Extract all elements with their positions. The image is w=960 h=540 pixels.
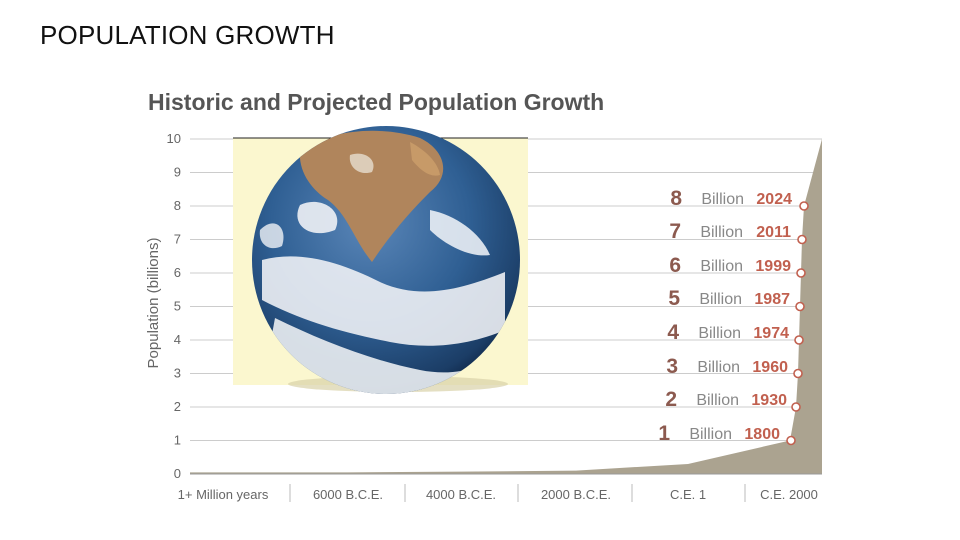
milestone-unit: Billion (698, 325, 741, 342)
milestone-year: 2024 (756, 191, 792, 208)
y-tick-label: 4 (174, 332, 181, 347)
milestone-unit: Billion (699, 291, 742, 308)
x-tick-label: C.E. 1 (670, 487, 706, 502)
milestone-year: 1800 (744, 426, 780, 443)
y-tick-label: 10 (167, 131, 181, 146)
milestone-marker (793, 368, 803, 379)
milestone-unit: Billion (689, 426, 732, 443)
x-tick-label: 6000 B.C.E. (313, 487, 383, 502)
milestone-value: 1 (658, 422, 670, 445)
milestone-value: 4 (667, 321, 679, 344)
y-tick-label: 6 (174, 265, 181, 280)
milestone-year: 1999 (755, 258, 791, 275)
y-tick-label: 0 (174, 466, 181, 481)
milestone-marker (786, 435, 796, 446)
milestone-unit: Billion (697, 359, 740, 376)
milestone-value: 2 (665, 388, 677, 411)
chart-title: Historic and Projected Population Growth (148, 89, 605, 115)
y-tick-label: 8 (174, 198, 181, 213)
y-tick-label: 9 (174, 165, 181, 180)
milestone-value: 3 (666, 355, 678, 378)
milestone-year: 1960 (752, 359, 788, 376)
y-tick-label: 7 (174, 232, 181, 247)
milestone-marker (796, 268, 806, 278)
milestone-unit: Billion (700, 258, 743, 275)
milestone-year: 2011 (756, 224, 791, 241)
milestone-unit: Billion (700, 224, 743, 241)
y-axis-label: Population (billions) (145, 238, 162, 369)
x-tick-label: 4000 B.C.E. (426, 487, 496, 502)
milestone-marker (795, 301, 805, 312)
milestone-unit: Billion (701, 191, 744, 208)
y-tick-label: 1 (174, 433, 181, 448)
y-tick-label: 3 (174, 366, 181, 381)
x-tick-label: 2000 B.C.E. (541, 487, 611, 502)
milestone-marker (799, 201, 809, 211)
x-tick-label: 1+ Million years (178, 487, 269, 502)
milestone-unit: Billion (696, 392, 739, 409)
milestone-year: 1974 (753, 325, 789, 342)
milestone-value: 6 (669, 254, 681, 277)
milestone-value: 5 (668, 287, 680, 310)
milestone-year: 1930 (751, 392, 787, 409)
y-tick-label: 5 (174, 299, 181, 314)
earth-globe-icon (233, 126, 528, 394)
x-tick-label: C.E. 2000 (760, 487, 818, 502)
milestone-marker (791, 402, 801, 412)
milestone-value: 8 (670, 187, 682, 210)
milestone-marker (794, 335, 804, 345)
y-tick-label: 2 (174, 399, 181, 414)
milestone-marker (797, 234, 807, 245)
milestone-year: 1987 (754, 291, 790, 308)
slide-title: POPULATION GROWTH (40, 20, 335, 50)
milestone-value: 7 (669, 220, 681, 243)
